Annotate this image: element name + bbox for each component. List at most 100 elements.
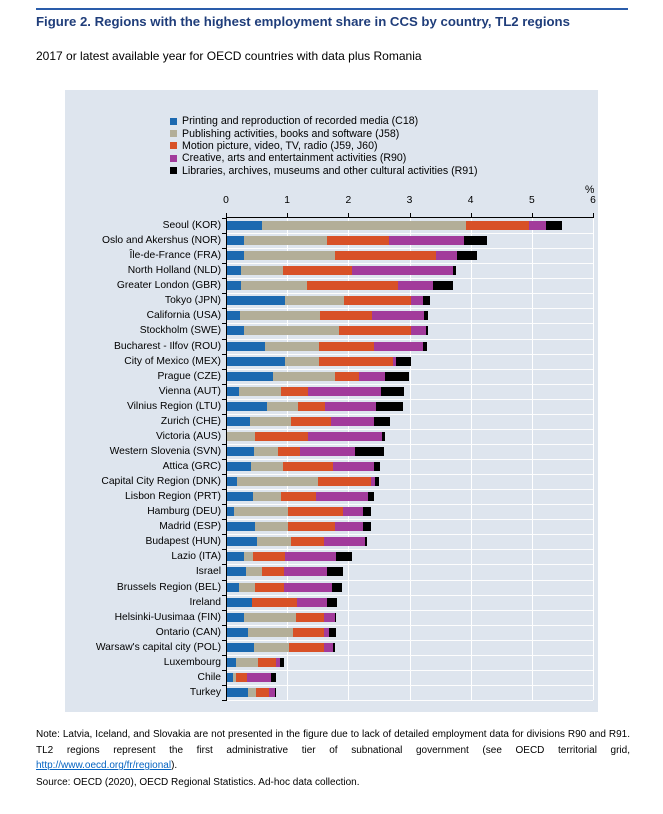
bar-segment-j58 bbox=[261, 221, 467, 230]
bar-segment-c18 bbox=[227, 522, 255, 532]
bar-segment-j58 bbox=[239, 386, 281, 396]
h-gridline bbox=[227, 323, 593, 325]
bar-segment-c18 bbox=[227, 657, 236, 667]
bar-segment-r90 bbox=[269, 687, 275, 697]
bar-segment-r90 bbox=[373, 341, 423, 351]
bar-segment-j59_j60 bbox=[282, 266, 352, 276]
bar-segment-j59_j60 bbox=[287, 507, 343, 517]
bar-row bbox=[227, 657, 285, 667]
category-label: Vilnius Region (LTU) bbox=[126, 400, 221, 412]
note-text: Note: Latvia, Iceland, and Slovakia are … bbox=[36, 727, 630, 774]
bar-segment-r91 bbox=[464, 236, 487, 246]
bar-row bbox=[227, 642, 336, 652]
bar-row bbox=[227, 296, 431, 306]
h-gridline bbox=[227, 609, 593, 611]
bar-segment-j59_j60 bbox=[253, 552, 286, 562]
bar-segment-r91 bbox=[381, 431, 385, 441]
bar-segment-r90 bbox=[284, 582, 333, 592]
y-axis-tick bbox=[222, 564, 226, 566]
bar-row bbox=[227, 582, 342, 592]
bar-segment-j58 bbox=[233, 507, 288, 517]
bar-segment-r91 bbox=[367, 492, 375, 502]
y-axis-tick bbox=[222, 594, 226, 596]
category-label: California (USA) bbox=[146, 310, 221, 322]
h-gridline bbox=[227, 564, 593, 566]
oecd-regional-link[interactable]: http://www.oecd.org/fr/regional bbox=[36, 760, 172, 771]
h-gridline bbox=[227, 248, 593, 250]
category-label: Lisbon Region (PRT) bbox=[125, 491, 221, 503]
h-gridline bbox=[227, 519, 593, 521]
h-gridline bbox=[227, 669, 593, 671]
bar-segment-j58 bbox=[267, 401, 298, 411]
bar-segment-r91 bbox=[381, 386, 405, 396]
bar-segment-c18 bbox=[227, 582, 240, 592]
bar-segment-c18 bbox=[227, 221, 262, 230]
bar-row bbox=[227, 462, 380, 471]
category-label: Ontario (CAN) bbox=[155, 626, 221, 638]
bar-segment-c18 bbox=[227, 492, 253, 502]
y-axis-tick bbox=[222, 398, 226, 400]
bar-segment-j58 bbox=[285, 296, 345, 306]
x-axis-tick bbox=[287, 213, 289, 218]
x-axis-tick bbox=[531, 213, 533, 218]
x-tick-label: 1 bbox=[284, 195, 291, 206]
bar-segment-r91 bbox=[274, 687, 276, 697]
bar-segment-j58 bbox=[253, 446, 279, 456]
bar-segment-r91 bbox=[432, 281, 454, 291]
bar-segment-c18 bbox=[227, 642, 254, 652]
bar-segment-r91 bbox=[333, 642, 336, 652]
category-label: Bucharest - Ilfov (ROU) bbox=[114, 340, 221, 352]
bar-segment-r90 bbox=[247, 672, 271, 682]
y-axis-tick bbox=[222, 233, 226, 235]
bar-segment-c18 bbox=[227, 627, 249, 637]
bar-segment-r91 bbox=[334, 612, 337, 622]
bar-segment-j58 bbox=[232, 672, 237, 682]
note-before-link: Note: Latvia, Iceland, and Slovakia are … bbox=[36, 729, 630, 756]
category-label: Helsinki-Uusimaa (FIN) bbox=[114, 611, 221, 623]
h-gridline bbox=[227, 594, 593, 596]
bar-segment-j58 bbox=[241, 281, 307, 291]
y-axis-tick bbox=[222, 639, 226, 641]
figure-subtitle: 2017 or latest available year for OECD c… bbox=[36, 49, 422, 63]
y-axis-tick bbox=[222, 579, 226, 581]
category-label: Seoul (KOR) bbox=[162, 220, 221, 231]
bar-segment-c18 bbox=[227, 341, 265, 351]
x-tick-label: 6 bbox=[590, 195, 596, 206]
bar-segment-j58 bbox=[252, 492, 282, 502]
bar-row bbox=[227, 281, 454, 291]
category-label: Ireland bbox=[189, 596, 221, 608]
bar-segment-j58 bbox=[248, 627, 294, 637]
bar-segment-j59_j60 bbox=[252, 597, 298, 607]
x-tick-label: 4 bbox=[467, 195, 474, 206]
bar-row bbox=[227, 597, 338, 607]
x-axis-tick bbox=[348, 213, 350, 218]
bar-segment-r90 bbox=[297, 597, 328, 607]
bar-row bbox=[227, 341, 427, 351]
bar-segment-c18 bbox=[227, 236, 244, 246]
bar-segment-c18 bbox=[227, 416, 250, 426]
h-gridline bbox=[227, 459, 593, 460]
y-axis-tick bbox=[222, 609, 226, 611]
y-axis-tick bbox=[222, 278, 226, 280]
h-gridline bbox=[227, 383, 593, 385]
legend-label: Libraries, archives, museums and other c… bbox=[182, 164, 478, 177]
bar-segment-r90 bbox=[359, 371, 385, 381]
bar-segment-j58 bbox=[249, 416, 291, 426]
bar-segment-c18 bbox=[227, 356, 286, 366]
legend-label: Motion picture, video, TV, radio (J59, J… bbox=[182, 139, 378, 152]
h-gridline bbox=[227, 428, 593, 430]
bar-segment-j58 bbox=[243, 236, 327, 246]
bar-row bbox=[227, 221, 562, 230]
figure-title: Figure 2. Regions with the highest emplo… bbox=[36, 14, 570, 29]
y-axis-tick bbox=[222, 338, 226, 340]
y-axis-tick bbox=[222, 624, 226, 626]
chart-legend: Printing and reproduction of recorded me… bbox=[170, 115, 478, 177]
v-gridline bbox=[593, 218, 595, 700]
bar-segment-c18 bbox=[227, 507, 234, 517]
h-gridline bbox=[227, 338, 593, 340]
bar-row bbox=[227, 326, 429, 336]
h-gridline bbox=[227, 368, 593, 370]
bar-segment-r90 bbox=[324, 401, 377, 411]
y-axis-tick bbox=[222, 368, 226, 370]
